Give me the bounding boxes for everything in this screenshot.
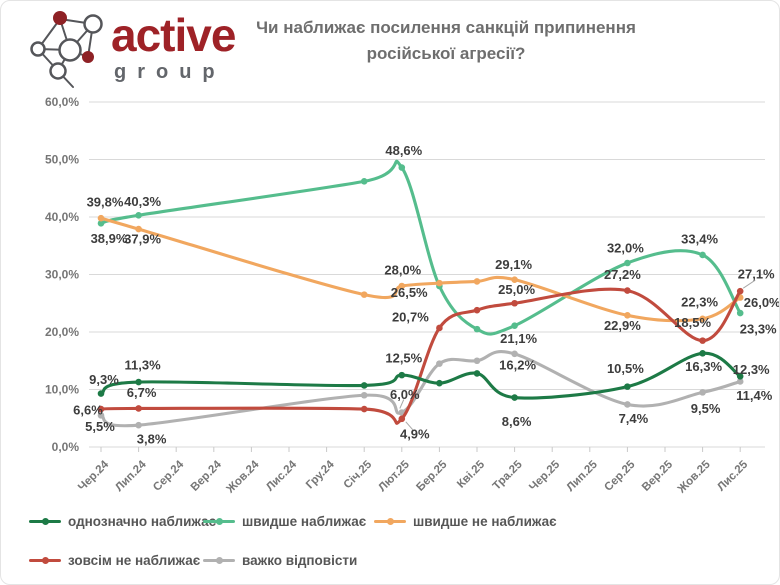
svg-text:Лип.24: Лип.24 [113, 458, 149, 494]
svg-text:38,9%: 38,9% [91, 231, 128, 246]
svg-text:Лис.24: Лис.24 [264, 458, 299, 493]
legend-key-orange [374, 513, 406, 529]
svg-text:10,0%: 10,0% [45, 383, 79, 397]
svg-text:8,6%: 8,6% [502, 414, 532, 429]
svg-text:16,3%: 16,3% [685, 359, 722, 374]
svg-text:Гру.24: Гру.24 [304, 458, 337, 491]
svg-text:Чер.24: Чер.24 [76, 458, 111, 493]
svg-text:Вер.25: Вер.25 [640, 458, 676, 494]
svg-text:26,0%: 26,0% [744, 295, 779, 310]
svg-text:5,5%: 5,5% [85, 419, 115, 434]
brand-wordmark: active group [111, 9, 236, 84]
svg-text:30,0%: 30,0% [45, 268, 79, 282]
svg-text:39,8%: 39,8% [87, 195, 124, 210]
legend-label: швидше не наближає [413, 513, 557, 529]
legend-item-not-closer-at-all: зовсім не наближає [29, 552, 200, 568]
svg-text:6,7%: 6,7% [127, 385, 157, 400]
svg-text:Вер.24: Вер.24 [189, 458, 225, 494]
svg-text:16,2%: 16,2% [499, 357, 536, 372]
svg-text:Сер.25: Сер.25 [602, 458, 638, 494]
sanctions-opinion-line-chart: 0,0% 10,0% 20,0% 30,0% 40,0% 50,0% 60,0% Чер.24… [45, 95, 779, 496]
svg-text:Січ.25: Січ.25 [342, 458, 375, 491]
svg-text:20,0%: 20,0% [45, 325, 79, 339]
svg-text:29,1%: 29,1% [495, 257, 532, 272]
legend-label: зовсім не наближає [68, 552, 201, 568]
svg-text:Лют.25: Лют.25 [376, 458, 412, 494]
svg-text:27,1%: 27,1% [738, 267, 775, 282]
active-group-logo-icon [30, 11, 103, 88]
legend-label: важко відповісти [242, 552, 358, 568]
legend-label: швидше наближає [242, 513, 367, 529]
chart-title-line2: російської агресії? [366, 44, 526, 63]
svg-text:21,1%: 21,1% [500, 331, 537, 346]
svg-text:Жов.24: Жов.24 [224, 458, 262, 496]
legend-label: однозначно наближає [68, 513, 217, 529]
svg-text:18,5%: 18,5% [674, 315, 711, 330]
svg-text:22,3%: 22,3% [681, 294, 718, 309]
svg-text:26,5%: 26,5% [391, 285, 428, 300]
legend-key-gray [203, 552, 235, 568]
svg-text:Чер.25: Чер.25 [527, 458, 562, 493]
svg-text:12,3%: 12,3% [733, 362, 770, 377]
svg-text:37,9%: 37,9% [124, 232, 161, 247]
svg-text:Тра.25: Тра.25 [491, 458, 525, 492]
svg-text:10,5%: 10,5% [607, 361, 644, 376]
legend-key-teal [203, 513, 235, 529]
legend-item-hard-to-answer: важко відповісти [203, 552, 357, 568]
svg-text:22,9%: 22,9% [604, 318, 641, 333]
legend-item-rather-closer: швидше наближає [203, 513, 366, 529]
chart-title: Чи наближає посилення санкцій припинення… [241, 15, 651, 67]
svg-text:Жов.25: Жов.25 [675, 458, 713, 496]
legend-item-rather-not-closer: швидше не наближає [374, 513, 557, 529]
svg-text:48,6%: 48,6% [385, 143, 422, 158]
svg-text:Бер.25: Бер.25 [414, 458, 450, 494]
svg-text:23,3%: 23,3% [740, 322, 777, 337]
chart-title-line1: Чи наближає посилення санкцій припинення [256, 18, 636, 37]
svg-text:20,7%: 20,7% [392, 309, 429, 324]
legend-item-definitely-closer: однозначно наближає [29, 513, 216, 529]
svg-text:6,0%: 6,0% [390, 387, 420, 402]
svg-text:28,0%: 28,0% [384, 263, 421, 278]
svg-text:9,5%: 9,5% [691, 401, 721, 416]
svg-text:11,4%: 11,4% [736, 388, 773, 403]
svg-text:Лис.25: Лис.25 [715, 458, 750, 493]
svg-text:12,5%: 12,5% [385, 351, 422, 366]
svg-text:Кві.25: Кві.25 [455, 458, 487, 490]
svg-text:4,9%: 4,9% [400, 426, 430, 441]
brand-name: active [111, 9, 236, 61]
legend-key-dark-green [29, 513, 61, 529]
svg-text:11,3%: 11,3% [125, 358, 162, 373]
svg-text:27,2%: 27,2% [604, 267, 641, 282]
svg-text:0,0%: 0,0% [52, 440, 80, 454]
svg-text:40,3%: 40,3% [124, 194, 161, 209]
svg-text:25,0%: 25,0% [498, 282, 535, 297]
svg-text:40,0%: 40,0% [45, 210, 79, 224]
svg-text:Лип.25: Лип.25 [565, 458, 601, 494]
svg-text:32,0%: 32,0% [607, 241, 644, 256]
svg-text:3,8%: 3,8% [137, 432, 167, 447]
svg-text:60,0%: 60,0% [45, 95, 79, 109]
svg-text:6,6%: 6,6% [73, 403, 103, 418]
legend-key-red [29, 552, 61, 568]
svg-text:33,4%: 33,4% [681, 231, 718, 246]
svg-text:Сер.24: Сер.24 [151, 458, 187, 494]
brand-subname: group [114, 61, 226, 83]
svg-text:50,0%: 50,0% [45, 153, 79, 167]
svg-text:7,4%: 7,4% [619, 411, 649, 426]
svg-text:9,3%: 9,3% [89, 372, 119, 387]
